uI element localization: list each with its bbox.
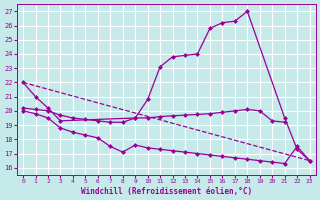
X-axis label: Windchill (Refroidissement éolien,°C): Windchill (Refroidissement éolien,°C) xyxy=(81,187,252,196)
